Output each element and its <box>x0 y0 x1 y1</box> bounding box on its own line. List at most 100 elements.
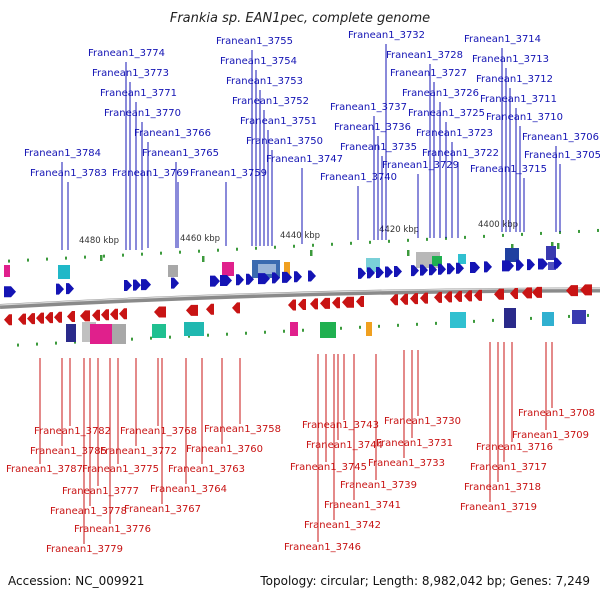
reverse-gene-label[interactable]: Franean1_3768 <box>120 426 197 437</box>
forward-gene-arrow[interactable] <box>420 264 428 276</box>
forward-gene-label[interactable]: Franean1_3747 <box>266 154 343 165</box>
reverse-gene-label[interactable]: Franean1_3778 <box>50 506 127 517</box>
reverse-gene-label[interactable]: Franean1_3764 <box>150 484 227 495</box>
forward-gene-label[interactable]: Franean1_3726 <box>402 88 479 99</box>
forward-gene-label[interactable]: Franean1_3769 <box>112 168 189 179</box>
reverse-gene-arrow[interactable] <box>18 313 26 325</box>
reverse-gene-arrow[interactable] <box>454 290 462 302</box>
forward-gene-label[interactable]: Franean1_3711 <box>480 94 557 105</box>
reverse-gene-label[interactable]: Franean1_3716 <box>476 442 553 453</box>
reverse-gene-arrow[interactable] <box>320 297 330 309</box>
forward-gene-arrow[interactable] <box>394 266 402 278</box>
reverse-gene-label[interactable]: Franean1_3744 <box>306 440 383 451</box>
reverse-gene-arrow[interactable] <box>67 311 75 323</box>
forward-gene-arrow[interactable] <box>554 257 562 269</box>
reverse-gene-arrow[interactable] <box>80 310 90 322</box>
forward-gene-label[interactable]: Franean1_3727 <box>390 68 467 79</box>
reverse-gene-arrow[interactable] <box>110 308 118 320</box>
reverse-gene-arrow[interactable] <box>54 311 62 323</box>
reverse-gene-label[interactable]: Franean1_3708 <box>518 408 595 419</box>
reverse-gene-label[interactable]: Franean1_3719 <box>460 502 537 513</box>
forward-gene-label[interactable]: Franean1_3750 <box>246 136 323 147</box>
reverse-gene-arrow[interactable] <box>232 302 240 314</box>
reverse-gene-arrow[interactable] <box>444 291 452 303</box>
gene-arrows[interactable] <box>4 257 592 326</box>
reverse-gene-label[interactable]: Franean1_3772 <box>100 446 177 457</box>
reverse-gene-arrow[interactable] <box>36 312 44 324</box>
forward-gene-label[interactable]: Franean1_3723 <box>416 128 493 139</box>
reverse-gene-label[interactable]: Franean1_3746 <box>284 542 361 553</box>
forward-gene-label[interactable]: Franean1_3725 <box>408 108 485 119</box>
forward-gene-arrow[interactable] <box>56 283 64 295</box>
reverse-gene-label[interactable]: Franean1_3730 <box>384 416 461 427</box>
reverse-gene-arrow[interactable] <box>27 313 35 325</box>
reverse-gene-arrow[interactable] <box>298 299 306 311</box>
forward-gene-label[interactable]: Franean1_3770 <box>104 108 181 119</box>
forward-gene-arrow[interactable] <box>220 275 232 287</box>
forward-gene-label[interactable]: Franean1_3752 <box>232 96 309 107</box>
forward-gene-label[interactable]: Franean1_3766 <box>134 128 211 139</box>
reverse-gene-arrow[interactable] <box>288 299 296 311</box>
forward-gene-arrow[interactable] <box>258 273 270 285</box>
reverse-gene-arrow[interactable] <box>45 312 53 324</box>
reverse-gene-label[interactable]: Franean1_3717 <box>470 462 547 473</box>
forward-gene-label[interactable]: Franean1_3784 <box>24 148 101 159</box>
forward-gene-arrow[interactable] <box>470 262 480 274</box>
forward-gene-label[interactable]: Franean1_3715 <box>470 164 547 175</box>
reverse-gene-arrow[interactable] <box>310 298 318 310</box>
reverse-gene-label[interactable]: Franean1_3739 <box>340 480 417 491</box>
reverse-gene-arrow[interactable] <box>494 288 504 300</box>
forward-gene-label[interactable]: Franean1_3754 <box>220 56 297 67</box>
forward-gene-label[interactable]: Franean1_3714 <box>464 34 541 45</box>
forward-gene-label[interactable]: Franean1_3774 <box>88 48 165 59</box>
forward-gene-labels[interactable]: Franean1_3774 Franean1_3773 Franean1_3771 F… <box>24 30 600 250</box>
reverse-gene-label[interactable]: Franean1_3742 <box>304 520 381 531</box>
forward-gene-arrow[interactable] <box>358 267 366 279</box>
forward-gene-arrow[interactable] <box>133 279 141 291</box>
forward-gene-arrow[interactable] <box>438 263 446 275</box>
reverse-gene-label[interactable]: Franean1_3743 <box>302 420 379 431</box>
forward-gene-label[interactable]: Franean1_3736 <box>334 122 411 133</box>
forward-gene-label[interactable]: Franean1_3713 <box>472 54 549 65</box>
reverse-gene-arrow[interactable] <box>510 287 518 299</box>
forward-gene-arrow[interactable] <box>516 259 524 271</box>
forward-gene-arrow[interactable] <box>4 286 16 298</box>
forward-gene-arrow[interactable] <box>272 272 280 284</box>
forward-gene-arrow[interactable] <box>376 266 384 278</box>
reverse-gene-arrow[interactable] <box>186 304 198 316</box>
forward-gene-arrow[interactable] <box>171 277 179 289</box>
reverse-gene-label[interactable]: Franean1_3745 <box>290 462 367 473</box>
forward-gene-arrow[interactable] <box>141 279 151 291</box>
reverse-gene-label[interactable]: Franean1_3775 <box>82 464 159 475</box>
forward-gene-label[interactable]: Franean1_3722 <box>422 148 499 159</box>
reverse-gene-label[interactable]: Franean1_3776 <box>74 524 151 535</box>
forward-gene-label[interactable]: Franean1_3735 <box>340 142 417 153</box>
reverse-gene-label[interactable]: Franean1_3779 <box>46 544 123 555</box>
forward-gene-label[interactable]: Franean1_3753 <box>226 76 303 87</box>
forward-gene-label[interactable]: Franean1_3759 <box>190 168 267 179</box>
forward-gene-arrow[interactable] <box>124 280 132 292</box>
reverse-gene-label[interactable]: Franean1_3763 <box>168 464 245 475</box>
forward-gene-arrow[interactable] <box>66 283 74 295</box>
reverse-gene-arrow[interactable] <box>434 291 442 303</box>
forward-gene-label[interactable]: Franean1_3783 <box>30 168 107 179</box>
forward-gene-label[interactable]: Franean1_3771 <box>100 88 177 99</box>
forward-gene-arrow[interactable] <box>447 263 455 275</box>
reverse-gene-label[interactable]: Franean1_3709 <box>512 430 589 441</box>
forward-gene-arrow[interactable] <box>385 266 393 278</box>
forward-gene-arrow[interactable] <box>246 273 254 285</box>
reverse-gene-arrow[interactable] <box>92 309 100 321</box>
reverse-gene-arrow[interactable] <box>154 306 166 318</box>
reverse-gene-arrow[interactable] <box>390 294 398 306</box>
forward-gene-arrow[interactable] <box>282 271 292 283</box>
reverse-gene-label[interactable]: Franean1_3731 <box>376 438 453 449</box>
reverse-gene-arrow[interactable] <box>464 290 472 302</box>
reverse-gene-label[interactable]: Franean1_3782 <box>34 426 111 437</box>
reverse-gene-arrow[interactable] <box>420 292 428 304</box>
forward-gene-arrow[interactable] <box>456 262 464 274</box>
reverse-gene-label[interactable]: Franean1_3767 <box>124 504 201 515</box>
forward-gene-arrow[interactable] <box>411 265 419 277</box>
forward-gene-label[interactable]: Franean1_3706 <box>522 132 599 143</box>
reverse-gene-label[interactable]: Franean1_3760 <box>186 444 263 455</box>
forward-gene-label[interactable]: Franean1_3712 <box>476 74 553 85</box>
